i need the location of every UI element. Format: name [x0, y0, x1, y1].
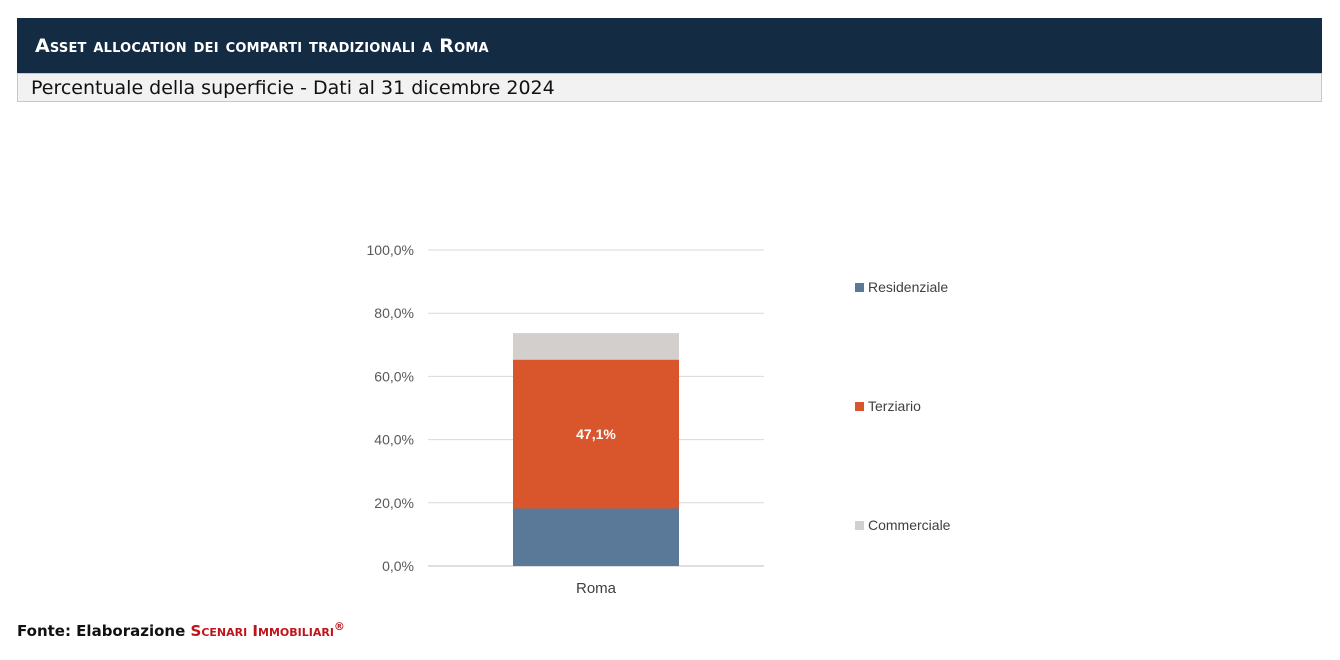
bar-segment-commerciale	[513, 333, 679, 360]
title-bar: Asset allocation dei comparti tradiziona…	[17, 18, 1322, 73]
legend-swatch	[855, 402, 864, 411]
x-tick-label: Roma	[576, 580, 617, 597]
data-label: 47,1%	[576, 426, 616, 442]
legend-label: Commerciale	[868, 517, 951, 533]
y-tick-label: 0,0%	[382, 558, 414, 574]
source-prefix: Fonte: Elaborazione	[17, 622, 186, 640]
legend-label: Residenziale	[868, 279, 948, 295]
y-tick-label: 100,0%	[367, 242, 414, 258]
source-brand-name: Scenari Immobiliari	[190, 622, 334, 640]
y-tick-label: 20,0%	[374, 495, 414, 511]
chart-subtitle: Percentuale della superficie - Dati al 3…	[31, 76, 555, 99]
chart-title: Asset allocation dei comparti tradiziona…	[35, 34, 489, 57]
source-brand: Scenari Immobiliari®	[190, 620, 345, 640]
legend-swatch	[855, 283, 864, 292]
legend-label: Terziario	[868, 398, 921, 414]
registered-mark: ®	[333, 620, 345, 633]
y-tick-label: 40,0%	[374, 432, 414, 448]
y-tick-label: 80,0%	[374, 305, 414, 321]
source-note: Fonte: Elaborazione Scenari Immobiliari®	[17, 620, 345, 640]
legend-swatch	[855, 521, 864, 530]
bar-segment-terziario	[513, 359, 679, 509]
subtitle-bar: Percentuale della superficie - Dati al 3…	[17, 73, 1322, 102]
bar-segment-residenziale	[513, 508, 679, 566]
y-tick-label: 60,0%	[374, 368, 414, 384]
